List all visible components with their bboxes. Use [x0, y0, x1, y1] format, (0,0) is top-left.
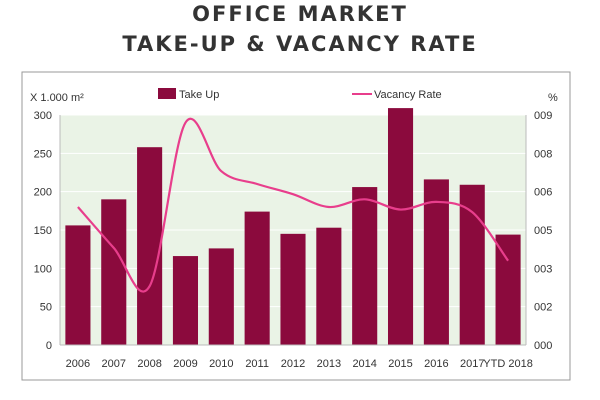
x-tick-label: 2014 [352, 358, 376, 370]
y2-tick-label: 006 [534, 187, 552, 199]
x-tick-label: 2008 [137, 358, 161, 370]
x-tick-label: 2007 [102, 358, 126, 370]
legend-label-take-up: Take Up [179, 89, 219, 101]
take-up-bar [495, 234, 521, 345]
y2-tick-label: 008 [534, 148, 552, 160]
y-tick-label: 200 [34, 187, 52, 199]
y2-tick-label: 002 [534, 302, 552, 314]
take-up-bar [244, 211, 270, 345]
take-up-bar [316, 227, 342, 345]
vacancy-rate-line-group [77, 117, 509, 293]
x-tick-label: 2013 [317, 358, 341, 370]
y-tick-label: 100 [34, 263, 52, 275]
y2-axis-label: % [548, 92, 558, 104]
y2-tick-label: 005 [534, 225, 552, 237]
x-tick-label: 2009 [173, 358, 197, 370]
x-tick-label: 2010 [209, 358, 233, 370]
take-up-bar [387, 108, 414, 345]
y-tick-label: 300 [34, 110, 52, 122]
y-tick-label: 150 [34, 225, 52, 237]
x-tick-label: 2006 [66, 358, 90, 370]
legend-swatch-take-up [158, 88, 176, 99]
axis-ticks: 0 50 100 150 200 250 300 000 002 003 005 006 008 009 2… [34, 110, 553, 370]
take-up-bar [172, 256, 199, 345]
x-tick-label: 2012 [281, 358, 305, 370]
x-tick-label: 2016 [424, 358, 448, 370]
x-tick-label: 2015 [388, 358, 412, 370]
y2-tick-label: 003 [534, 263, 552, 275]
y-tick-label: 50 [40, 302, 52, 314]
y2-tick-label: 009 [534, 110, 552, 122]
x-tick-label: 2017 [460, 358, 484, 370]
take-up-bar [208, 248, 234, 345]
y-tick-label: 250 [34, 148, 52, 160]
y-axis-label: X 1.000 m² [30, 92, 84, 104]
x-tick-label: 2011 [245, 358, 269, 370]
y-tick-label: 0 [46, 340, 52, 352]
take-up-bar [423, 179, 449, 345]
take-up-bar [137, 147, 163, 345]
take-up-bar [352, 187, 378, 345]
take-up-bar [280, 233, 306, 345]
take-up-bar [101, 199, 127, 345]
chart-title-line2: TAKE-UP & VACANCY RATE [122, 32, 478, 56]
x-tick-label: YTD 2018 [483, 358, 533, 370]
take-up-bar [65, 225, 91, 345]
chart-title-line1: OFFICE MARKET [192, 2, 408, 26]
legend-label-vacancy-rate: Vacancy Rate [374, 89, 442, 101]
take-up-bars [65, 108, 521, 345]
y2-tick-label: 000 [534, 340, 552, 352]
take-up-bar [459, 184, 485, 345]
